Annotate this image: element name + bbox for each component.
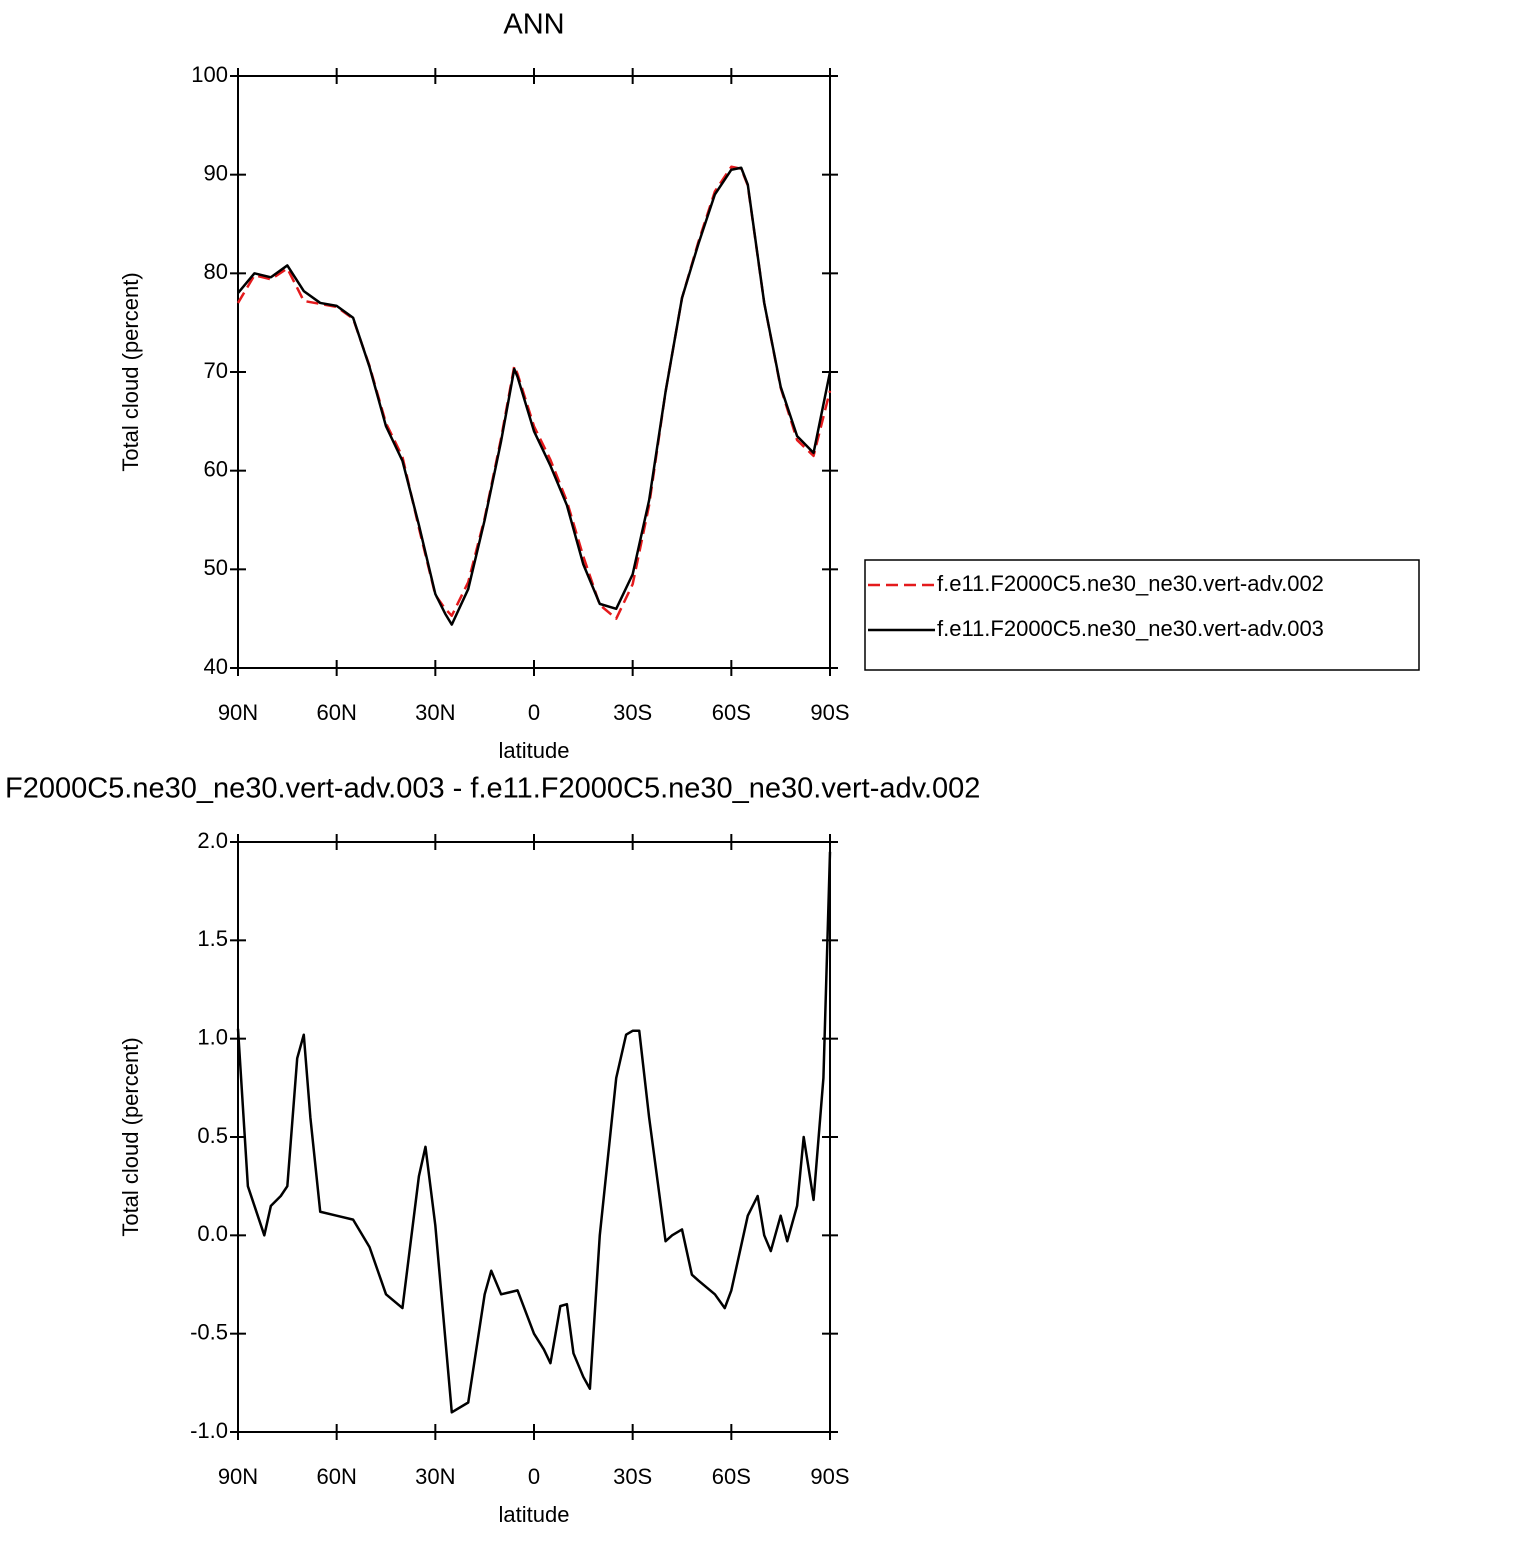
y-tick-label: 2.0 — [197, 828, 228, 853]
y-tick-label: 1.0 — [197, 1024, 228, 1049]
data-line — [237, 166, 832, 626]
legend-label: f.e11.F2000C5.ne30_ne30.vert-adv.003 — [937, 616, 1324, 641]
y-tick-label: 0.5 — [197, 1123, 228, 1148]
y-axis-label: Total cloud (percent) — [118, 1037, 143, 1236]
x-tick-label: 90N — [218, 700, 258, 725]
y-tick-label: -1.0 — [190, 1418, 228, 1443]
x-tick-label: 30S — [613, 700, 652, 725]
chart-title: ANN — [503, 9, 564, 41]
y-tick-label: -0.5 — [190, 1319, 228, 1344]
x-axis-label: latitude — [499, 738, 570, 763]
y-tick-label: 90 — [204, 160, 228, 185]
data-line — [236, 851, 832, 1414]
plot-frame — [237, 841, 831, 1433]
y-tick-label: 70 — [204, 358, 228, 383]
x-tick-label: 30S — [613, 1464, 652, 1489]
x-tick-label: 60N — [316, 1464, 356, 1489]
y-tick-label: 1.5 — [197, 926, 228, 951]
x-tick-label: 90N — [218, 1464, 258, 1489]
y-tick-label: 60 — [204, 456, 228, 481]
x-tick-label: 90S — [810, 700, 849, 725]
x-axis-label: latitude — [499, 1502, 570, 1527]
legend-box — [864, 559, 1420, 671]
plot-frame — [237, 75, 831, 669]
x-tick-label: 60S — [712, 1464, 751, 1489]
x-tick-label: 60N — [316, 700, 356, 725]
x-tick-label: 30N — [415, 1464, 455, 1489]
x-tick-label: 60S — [712, 700, 751, 725]
x-tick-label: 30N — [415, 700, 455, 725]
y-tick-label: 40 — [204, 654, 228, 679]
y-tick-label: 50 — [204, 555, 228, 580]
x-tick-label: 0 — [528, 1464, 540, 1489]
y-tick-label: 0.0 — [197, 1221, 228, 1246]
x-tick-label: 0 — [528, 700, 540, 725]
legend-label: f.e11.F2000C5.ne30_ne30.vert-adv.002 — [937, 571, 1324, 596]
y-tick-label: 100 — [191, 62, 228, 87]
chart-title: F2000C5.ne30_ne30.vert-adv.003 - f.e11.F… — [5, 773, 980, 805]
y-axis-label: Total cloud (percent) — [118, 272, 143, 471]
x-tick-label: 90S — [810, 1464, 849, 1489]
y-tick-label: 80 — [204, 259, 228, 284]
data-line — [236, 165, 832, 620]
